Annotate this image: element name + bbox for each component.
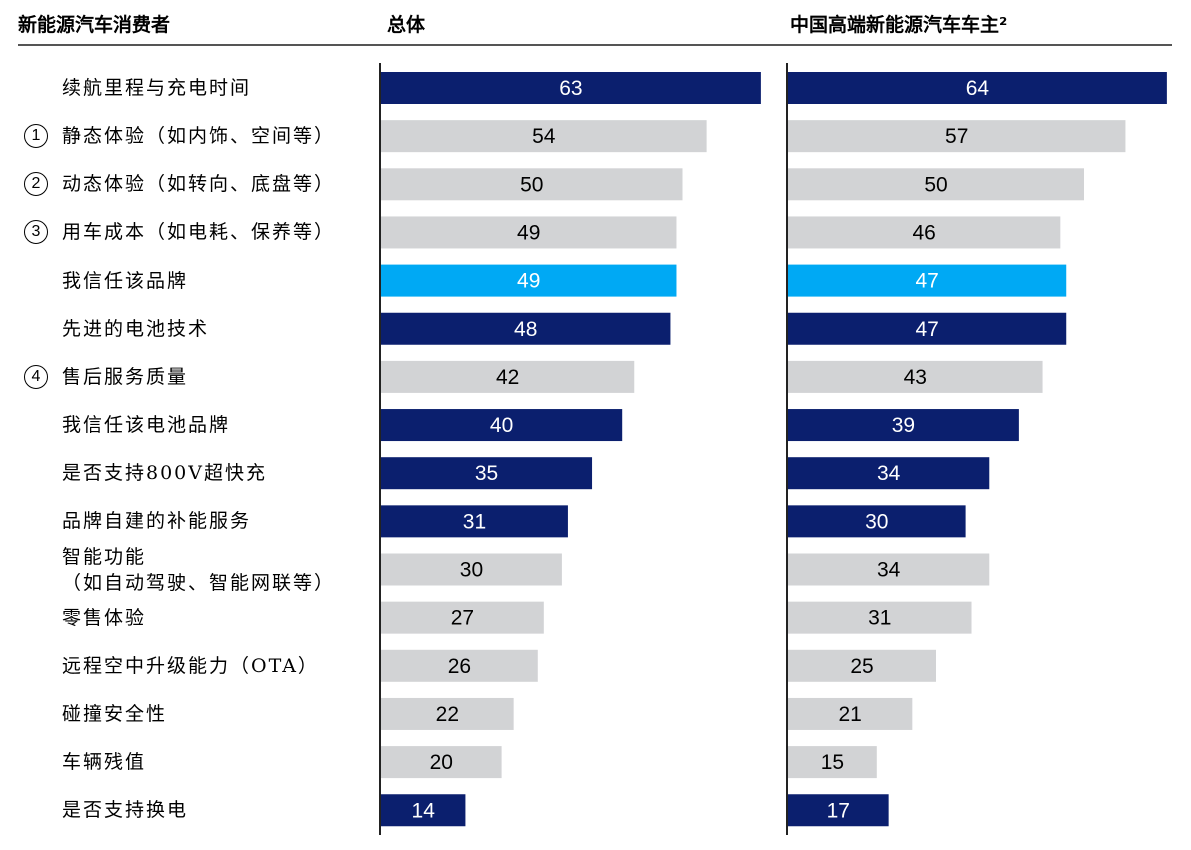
data-label: 64 — [966, 77, 990, 100]
number-marker: 4 — [24, 364, 48, 389]
bar — [381, 601, 544, 634]
bar — [788, 697, 913, 730]
bar — [788, 649, 936, 682]
axis-overall — [379, 63, 381, 835]
category-label: 续航里程与充电时间 — [62, 77, 252, 99]
bar — [788, 409, 1019, 442]
bar — [381, 553, 562, 586]
category-label: 我信任该品牌 — [62, 269, 189, 292]
data-label: 31 — [463, 510, 486, 533]
data-label: 47 — [915, 270, 938, 293]
bar — [381, 120, 707, 153]
data-label: 40 — [490, 414, 513, 437]
bar — [788, 457, 990, 490]
category-label: 碰撞安全性 — [62, 702, 168, 725]
bar — [788, 746, 877, 779]
category-label: 售后服务质量 — [62, 365, 189, 388]
bar — [381, 794, 466, 827]
data-label: 57 — [945, 125, 968, 148]
bar — [788, 505, 966, 538]
data-label: 26 — [448, 655, 471, 678]
data-label: 30 — [460, 559, 483, 582]
data-label: 63 — [559, 77, 582, 100]
data-label: 35 — [475, 462, 498, 485]
data-label: 54 — [532, 125, 556, 148]
panel-title-overall: 总体 — [387, 14, 426, 36]
data-label: 30 — [865, 510, 888, 533]
category-label: 是否支持换电 — [62, 799, 189, 822]
category-label: 我信任该电池品牌 — [62, 414, 231, 437]
data-label: 49 — [517, 221, 540, 244]
bar — [788, 553, 990, 586]
data-label: 20 — [430, 751, 453, 774]
category-label: 动态体验（如转向、底盘等） — [62, 173, 336, 196]
bar — [381, 746, 502, 779]
bar — [381, 360, 635, 393]
category-label: 先进的电池技术 — [62, 317, 210, 340]
data-label: 49 — [517, 270, 540, 293]
data-label: 21 — [838, 703, 861, 726]
bar — [381, 72, 761, 104]
data-label: 14 — [412, 799, 436, 822]
data-label: 42 — [496, 366, 519, 389]
bar — [381, 649, 538, 682]
bar — [381, 409, 623, 442]
bar — [381, 168, 683, 201]
category-header: 新能源汽车消费者 — [18, 14, 171, 36]
bar — [788, 312, 1067, 345]
panel-title-premium-owners: 中国高端新能源汽车车主² — [790, 14, 1008, 36]
category-label: 智能功能 （如自动驾驶、智能网联等） — [62, 545, 336, 594]
category-label: 用车成本（如电耗、保养等） — [62, 221, 336, 244]
bar — [788, 794, 889, 827]
bar — [381, 216, 677, 249]
category-label: 是否支持800V超快充 — [62, 462, 267, 485]
category-label: 静态体验（如内饰、空间等） — [62, 125, 336, 148]
data-label: 39 — [892, 414, 915, 437]
data-label: 22 — [436, 703, 459, 726]
bar — [381, 505, 568, 538]
axis-premium-owners — [786, 63, 788, 835]
bar — [788, 72, 1167, 104]
data-label: 27 — [451, 607, 474, 630]
category-label: 远程空中升级能力（OTA） — [62, 654, 319, 677]
data-label: 43 — [904, 366, 927, 389]
number-marker: 2 — [24, 172, 48, 197]
data-label: 50 — [924, 173, 947, 196]
header-divider — [18, 44, 1172, 46]
data-label: 47 — [915, 318, 938, 341]
data-label: 15 — [821, 751, 844, 774]
data-label: 46 — [912, 221, 935, 244]
data-label: 50 — [520, 173, 543, 196]
data-label: 17 — [827, 799, 850, 822]
data-label: 34 — [877, 559, 901, 582]
data-label: 25 — [850, 655, 873, 678]
bar — [788, 360, 1043, 393]
bar — [788, 120, 1126, 153]
data-label: 31 — [868, 607, 891, 630]
bar — [381, 697, 514, 730]
bar — [788, 216, 1061, 249]
category-label: 车辆残值 — [62, 751, 147, 774]
bar — [788, 601, 972, 634]
bar — [381, 457, 593, 490]
data-label: 34 — [877, 462, 901, 485]
number-marker: 3 — [24, 220, 48, 245]
category-label: 零售体验 — [62, 606, 147, 629]
category-label: 品牌自建的补能服务 — [62, 510, 252, 533]
number-marker: 1 — [24, 124, 48, 149]
bar — [788, 264, 1067, 297]
bar — [381, 312, 671, 345]
data-label: 48 — [514, 318, 537, 341]
bar — [788, 168, 1084, 201]
bar — [381, 264, 677, 297]
